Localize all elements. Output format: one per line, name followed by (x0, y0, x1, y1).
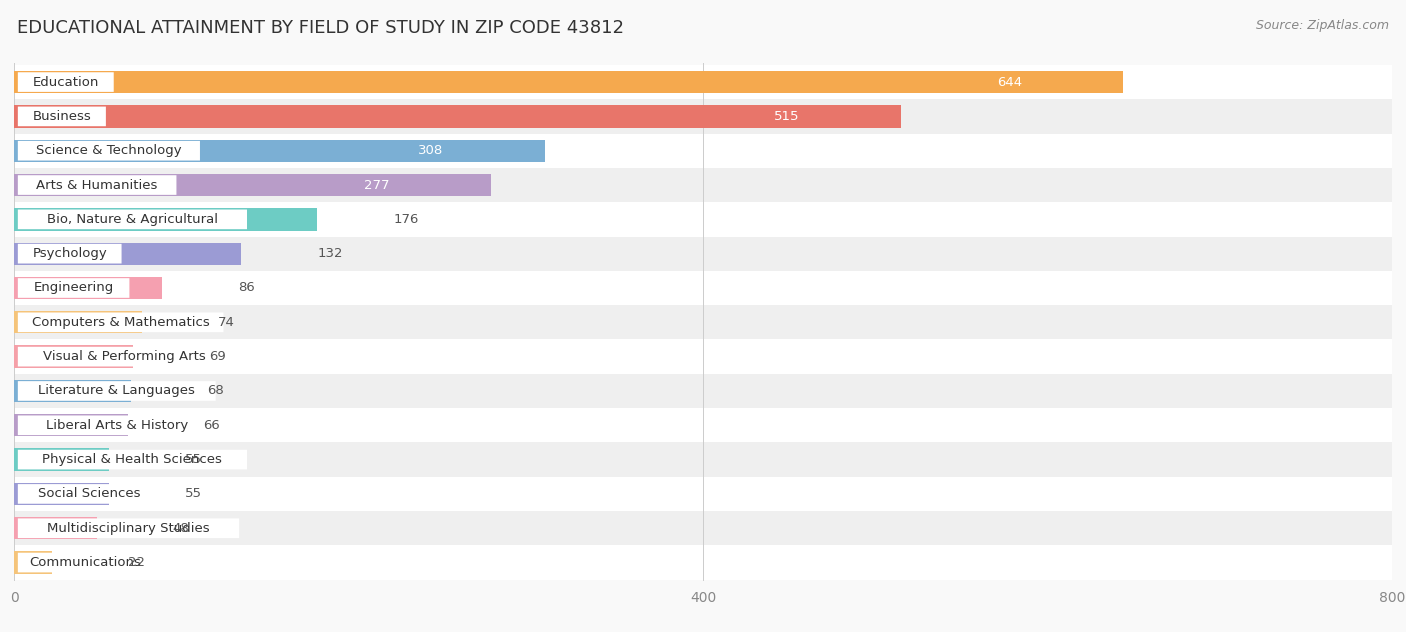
Text: 515: 515 (775, 110, 800, 123)
Text: Business: Business (32, 110, 91, 123)
Text: Science & Technology: Science & Technology (37, 144, 181, 157)
FancyBboxPatch shape (18, 141, 200, 161)
Bar (14, 174, 491, 196)
Text: 55: 55 (184, 453, 201, 466)
Text: EDUCATIONAL ATTAINMENT BY FIELD OF STUDY IN ZIP CODE 43812: EDUCATIONAL ATTAINMENT BY FIELD OF STUDY… (17, 19, 624, 37)
Bar (14, 99, 1392, 133)
Text: 132: 132 (318, 247, 343, 260)
Bar (14, 65, 1392, 99)
Text: Education: Education (32, 76, 98, 88)
Bar (14, 346, 134, 368)
Text: Visual & Performing Arts: Visual & Performing Arts (44, 350, 205, 363)
Text: Source: ZipAtlas.com: Source: ZipAtlas.com (1256, 19, 1389, 32)
Text: 74: 74 (218, 316, 235, 329)
Text: Literature & Languages: Literature & Languages (38, 384, 195, 398)
FancyBboxPatch shape (18, 450, 247, 470)
Text: 48: 48 (173, 522, 190, 535)
Bar (14, 311, 142, 334)
Bar (14, 140, 544, 162)
Text: 55: 55 (184, 487, 201, 501)
FancyBboxPatch shape (18, 553, 153, 573)
Bar (14, 449, 108, 471)
Text: Multidisciplinary Studies: Multidisciplinary Studies (48, 522, 209, 535)
Text: Computers & Mathematics: Computers & Mathematics (32, 316, 209, 329)
Text: Engineering: Engineering (34, 281, 114, 295)
Bar (14, 442, 1392, 477)
FancyBboxPatch shape (18, 312, 224, 332)
Bar (14, 71, 1123, 94)
FancyBboxPatch shape (18, 381, 215, 401)
Bar (14, 408, 1392, 442)
Text: Bio, Nature & Agricultural: Bio, Nature & Agricultural (46, 213, 218, 226)
Bar (14, 236, 1392, 271)
Bar (14, 305, 1392, 339)
FancyBboxPatch shape (18, 244, 121, 264)
Text: Communications: Communications (30, 556, 142, 569)
Text: 22: 22 (128, 556, 145, 569)
FancyBboxPatch shape (18, 210, 247, 229)
Bar (14, 339, 1392, 374)
Text: Psychology: Psychology (32, 247, 107, 260)
Text: Liberal Arts & History: Liberal Arts & History (45, 419, 188, 432)
FancyBboxPatch shape (18, 347, 232, 367)
Bar (14, 277, 162, 299)
FancyBboxPatch shape (18, 175, 176, 195)
FancyBboxPatch shape (18, 107, 105, 126)
Text: Social Sciences: Social Sciences (38, 487, 141, 501)
Bar (14, 202, 1392, 236)
FancyBboxPatch shape (18, 518, 239, 538)
Bar (14, 477, 1392, 511)
Text: 66: 66 (204, 419, 221, 432)
Text: Arts & Humanities: Arts & Humanities (37, 178, 157, 191)
Bar (14, 374, 1392, 408)
Bar (14, 511, 1392, 545)
Bar (14, 551, 52, 574)
Text: 277: 277 (364, 178, 389, 191)
Text: 68: 68 (207, 384, 224, 398)
Bar (14, 545, 1392, 580)
Bar (14, 517, 97, 539)
Bar (14, 243, 242, 265)
Bar (14, 168, 1392, 202)
Bar (14, 106, 901, 128)
Text: 308: 308 (418, 144, 443, 157)
Bar (14, 414, 128, 437)
FancyBboxPatch shape (18, 484, 160, 504)
FancyBboxPatch shape (18, 278, 129, 298)
Bar (14, 483, 108, 505)
Bar (14, 133, 1392, 168)
Text: 69: 69 (208, 350, 225, 363)
Text: 644: 644 (997, 76, 1022, 88)
Text: 86: 86 (238, 281, 254, 295)
Bar (14, 380, 131, 402)
Text: Physical & Health Sciences: Physical & Health Sciences (42, 453, 222, 466)
FancyBboxPatch shape (18, 72, 114, 92)
Bar (14, 271, 1392, 305)
FancyBboxPatch shape (18, 415, 215, 435)
Text: 176: 176 (394, 213, 419, 226)
Bar (14, 208, 318, 231)
